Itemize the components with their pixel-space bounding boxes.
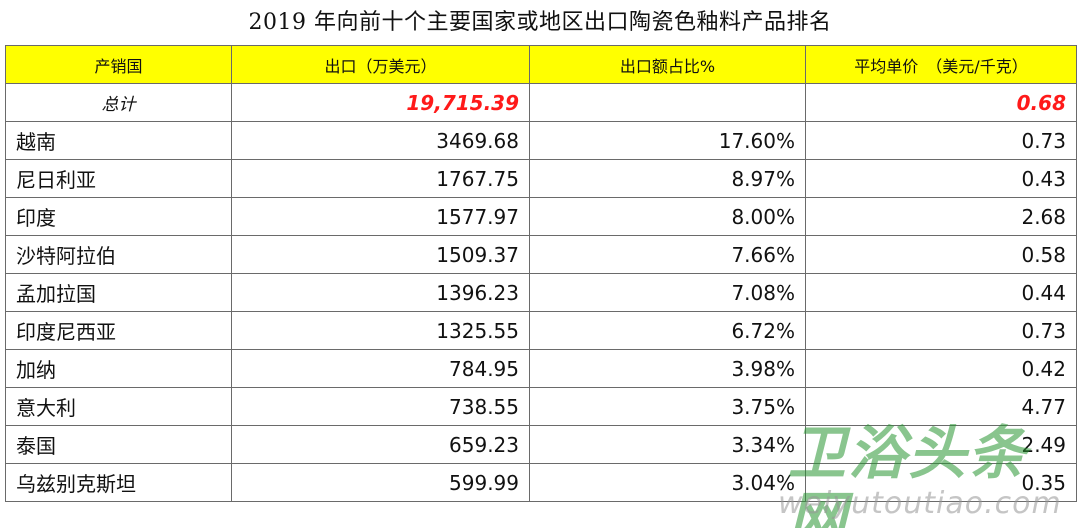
- export-cell: 1509.37: [231, 235, 530, 274]
- price-cell: 0.73: [805, 121, 1077, 160]
- share-cell: 6.72%: [529, 311, 806, 350]
- price-cell: 2.49: [805, 425, 1077, 464]
- table-row: 沙特阿拉伯 1509.37 7.66% 0.58: [5, 235, 1077, 274]
- share-cell: 17.60%: [529, 121, 806, 160]
- price-cell: 2.68: [805, 197, 1077, 236]
- export-cell: 738.55: [231, 387, 530, 426]
- country-cell: 乌兹别克斯坦: [5, 463, 232, 502]
- price-cell: 4.77: [805, 387, 1077, 426]
- total-price: 0.68: [805, 83, 1077, 122]
- share-cell: 3.75%: [529, 387, 806, 426]
- share-cell: 3.34%: [529, 425, 806, 464]
- total-label: 总计: [5, 83, 232, 122]
- share-cell: 3.98%: [529, 349, 806, 388]
- share-cell: 8.97%: [529, 159, 806, 198]
- total-export: 19,715.39: [231, 83, 530, 122]
- country-cell: 印度尼西亚: [5, 311, 232, 350]
- share-cell: 3.04%: [529, 463, 806, 502]
- header-price: 平均单价 （美元/千克）: [805, 45, 1077, 84]
- share-cell: 7.08%: [529, 273, 806, 312]
- price-cell: 0.35: [805, 463, 1077, 502]
- export-cell: 784.95: [231, 349, 530, 388]
- country-cell: 泰国: [5, 425, 232, 464]
- table-row: 印度尼西亚 1325.55 6.72% 0.73: [5, 311, 1077, 350]
- share-cell: 7.66%: [529, 235, 806, 274]
- table-title: 2019 年向前十个主要国家或地区出口陶瓷色釉料产品排名: [248, 10, 832, 35]
- country-cell: 意大利: [5, 387, 232, 426]
- export-cell: 599.99: [231, 463, 530, 502]
- export-cell: 3469.68: [231, 121, 530, 160]
- header-share: 出口额占比%: [529, 45, 806, 84]
- country-cell: 印度: [5, 197, 232, 236]
- total-share: [529, 83, 806, 122]
- share-cell: 8.00%: [529, 197, 806, 236]
- header-export: 出口（万美元）: [231, 45, 530, 84]
- country-cell: 尼日利亚: [5, 159, 232, 198]
- export-cell: 1325.55: [231, 311, 530, 350]
- table-row: 加纳 784.95 3.98% 0.42: [5, 349, 1077, 388]
- table-row: 泰国 659.23 3.34% 2.49: [5, 425, 1077, 464]
- export-ranking-table: 产销国 出口（万美元） 出口额占比% 平均单价 （美元/千克） 总计 19,71…: [5, 45, 1077, 502]
- country-cell: 越南: [5, 121, 232, 160]
- table-row: 乌兹别克斯坦 599.99 3.04% 0.35: [5, 463, 1077, 502]
- table-row: 越南 3469.68 17.60% 0.73: [5, 121, 1077, 160]
- price-cell: 0.44: [805, 273, 1077, 312]
- export-cell: 1577.97: [231, 197, 530, 236]
- table-row: 意大利 738.55 3.75% 4.77: [5, 387, 1077, 426]
- country-cell: 沙特阿拉伯: [5, 235, 232, 274]
- export-cell: 1396.23: [231, 273, 530, 312]
- header-country: 产销国: [5, 45, 232, 84]
- country-cell: 加纳: [5, 349, 232, 388]
- price-cell: 0.42: [805, 349, 1077, 388]
- table-row: 孟加拉国 1396.23 7.08% 0.44: [5, 273, 1077, 312]
- price-cell: 0.43: [805, 159, 1077, 198]
- price-cell: 0.58: [805, 235, 1077, 274]
- table-header-row: 产销国 出口（万美元） 出口额占比% 平均单价 （美元/千克）: [5, 45, 1077, 84]
- price-cell: 0.73: [805, 311, 1077, 350]
- country-cell: 孟加拉国: [5, 273, 232, 312]
- table-row: 尼日利亚 1767.75 8.97% 0.43: [5, 159, 1077, 198]
- table-row: 印度 1577.97 8.00% 2.68: [5, 197, 1077, 236]
- export-cell: 659.23: [231, 425, 530, 464]
- export-cell: 1767.75: [231, 159, 530, 198]
- total-row: 总计 19,715.39 0.68: [5, 83, 1077, 122]
